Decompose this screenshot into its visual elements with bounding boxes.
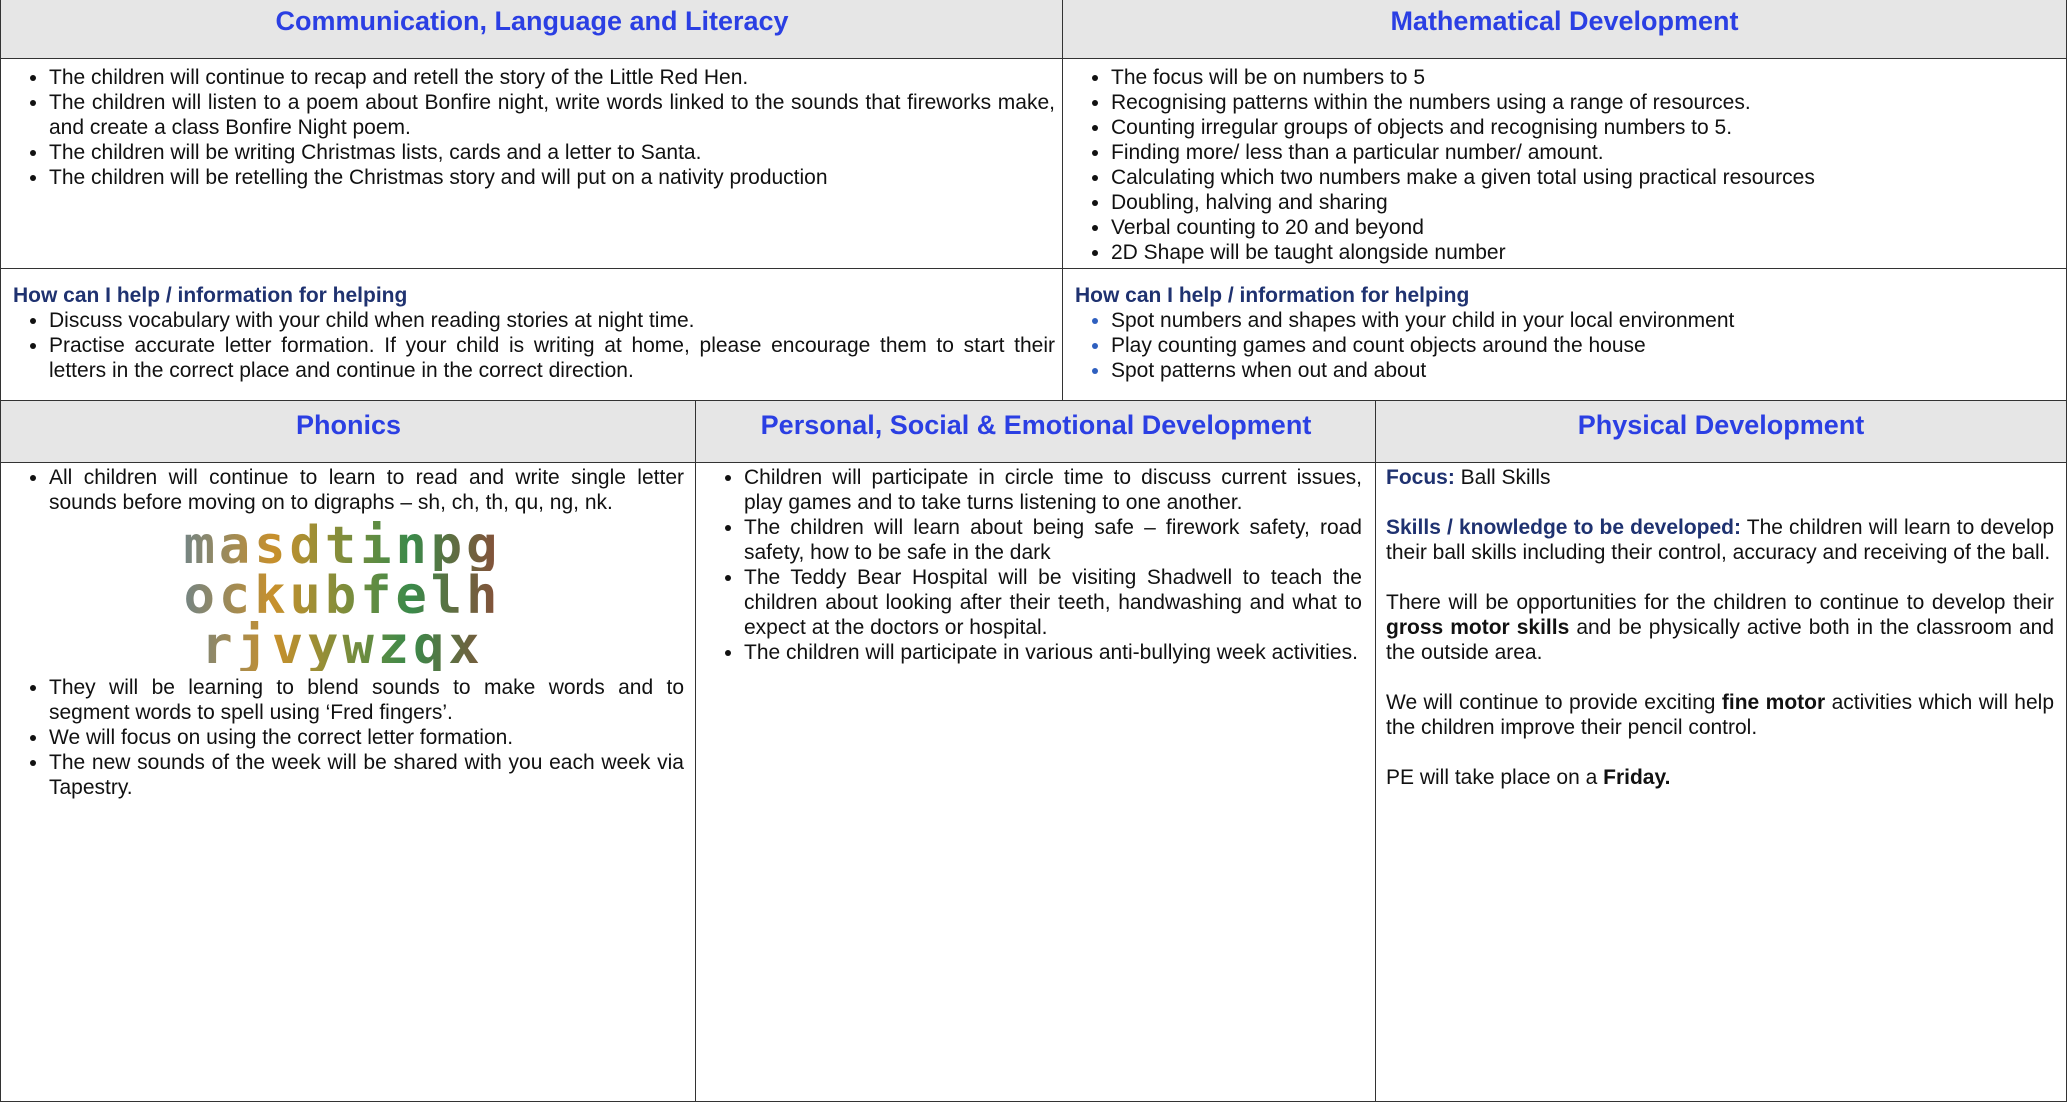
label: Focus:	[1386, 466, 1455, 489]
list-item: Counting irregular groups of objects and…	[1111, 115, 2058, 140]
list-item: The children will be writing Christmas l…	[49, 140, 1055, 165]
list-item: 2D Shape will be taught alongside number	[1111, 240, 2058, 265]
list-item: The children will be retelling the Chris…	[49, 165, 1055, 190]
list-item: Spot numbers and shapes with your child …	[1111, 308, 2058, 333]
section-title: Personal, Social & Emotional Development	[760, 410, 1312, 440]
list-item: Play counting games and count objects ar…	[1111, 333, 2058, 358]
paragraph: Skills / knowledge to be developed: The …	[1386, 515, 2054, 565]
list: All children will continue to learn to r…	[1, 465, 684, 515]
help-title: How can I help / information for helping	[13, 284, 408, 307]
list-item: The new sounds of the week will be share…	[49, 750, 684, 800]
maths-header: Mathematical Development	[1062, 0, 2067, 60]
list-item: The children will participate in various…	[744, 640, 1362, 665]
text: The children will learn to develop their…	[1386, 516, 2054, 564]
list-item: Discuss vocabulary with your child when …	[49, 308, 1055, 333]
text: PE will take place on a	[1386, 766, 1604, 789]
list-item: Children will participate in circle time…	[744, 465, 1362, 515]
text: Ball Skills	[1454, 466, 1551, 489]
list: The focus will be on numbers to 5Recogni…	[1063, 65, 2058, 265]
bold-text: fine motor	[1721, 691, 1826, 714]
psed-header: Personal, Social & Emotional Development	[695, 400, 1377, 464]
paragraph: Focus: Ball Skills	[1386, 465, 2054, 490]
list-item: The focus will be on numbers to 5	[1111, 65, 2058, 90]
list-item: They will be learning to blend sounds to…	[49, 675, 684, 725]
help-title: How can I help / information for helping	[1075, 284, 1470, 307]
list-item: The children will listen to a poem about…	[49, 90, 1055, 140]
maths-body: The focus will be on numbers to 5Recogni…	[1062, 58, 2067, 270]
bold-text: gross motor skills	[1386, 616, 1570, 639]
list-item: All children will continue to learn to r…	[49, 465, 684, 515]
text: We will continue to provide exciting	[1386, 691, 1722, 714]
text: and be physically active both in the cla…	[1386, 616, 2055, 664]
psed-body: Children will participate in circle time…	[695, 462, 1377, 1102]
physical-body: Focus: Ball Skills Skills / knowledge to…	[1375, 462, 2067, 1102]
paragraph: There will be opportunities for the chil…	[1386, 590, 2054, 665]
label: Skills / knowledge to be developed:	[1386, 516, 1741, 539]
section-title: Communication, Language and Literacy	[275, 6, 789, 36]
section-title: Phonics	[295, 410, 402, 440]
section-title: Physical Development	[1577, 410, 1865, 440]
cll-header: Communication, Language and Literacy	[0, 0, 1064, 60]
cll-body: The children will continue to recap and …	[0, 58, 1064, 270]
cll-help: How can I help / information for helping…	[0, 268, 1064, 402]
list-item: Finding more/ less than a particular num…	[1111, 140, 2058, 165]
list-item: The Teddy Bear Hospital will be visiting…	[744, 565, 1362, 640]
letter-image: masdtinpg ockubfelh rjvywzqx	[1, 520, 684, 672]
list-item: Recognising patterns within the numbers …	[1111, 90, 2058, 115]
list-item: Verbal counting to 20 and beyond	[1111, 215, 2058, 240]
physical-header: Physical Development	[1375, 400, 2067, 464]
bold-text: Friday.	[1603, 766, 1671, 789]
section-title: Mathematical Development	[1390, 6, 1739, 36]
text: activities which will help the children …	[1386, 691, 2054, 739]
text: There will be opportunities for the chil…	[1386, 591, 2054, 614]
list-item: The children will learn about being safe…	[744, 515, 1362, 565]
list: Discuss vocabulary with your child when …	[1, 308, 1055, 383]
list: Children will participate in circle time…	[696, 465, 1362, 665]
list-item: Spot patterns when out and about	[1111, 358, 2058, 383]
letters: rjvywzqx	[1, 620, 684, 672]
list-item: We will focus on using the correct lette…	[49, 725, 684, 750]
list: Spot numbers and shapes with your child …	[1063, 308, 2058, 383]
letters: masdtinpg	[1, 520, 684, 572]
phonics-header: Phonics	[0, 400, 697, 464]
phonics-body: All children will continue to learn to r…	[0, 462, 697, 1102]
list-item: The children will continue to recap and …	[49, 65, 1055, 90]
list-item: Practise accurate letter formation. If y…	[49, 333, 1055, 383]
list-item: Doubling, halving and sharing	[1111, 190, 2058, 215]
list: The children will continue to recap and …	[1, 65, 1055, 190]
list: They will be learning to blend sounds to…	[1, 675, 684, 800]
letters: ockubfelh	[1, 570, 684, 622]
paragraph: We will continue to provide exciting fin…	[1386, 690, 2054, 740]
paragraph: PE will take place on a Friday.	[1386, 765, 2054, 790]
list-item: Calculating which two numbers make a giv…	[1111, 165, 2058, 190]
maths-help: How can I help / information for helping…	[1062, 268, 2067, 402]
